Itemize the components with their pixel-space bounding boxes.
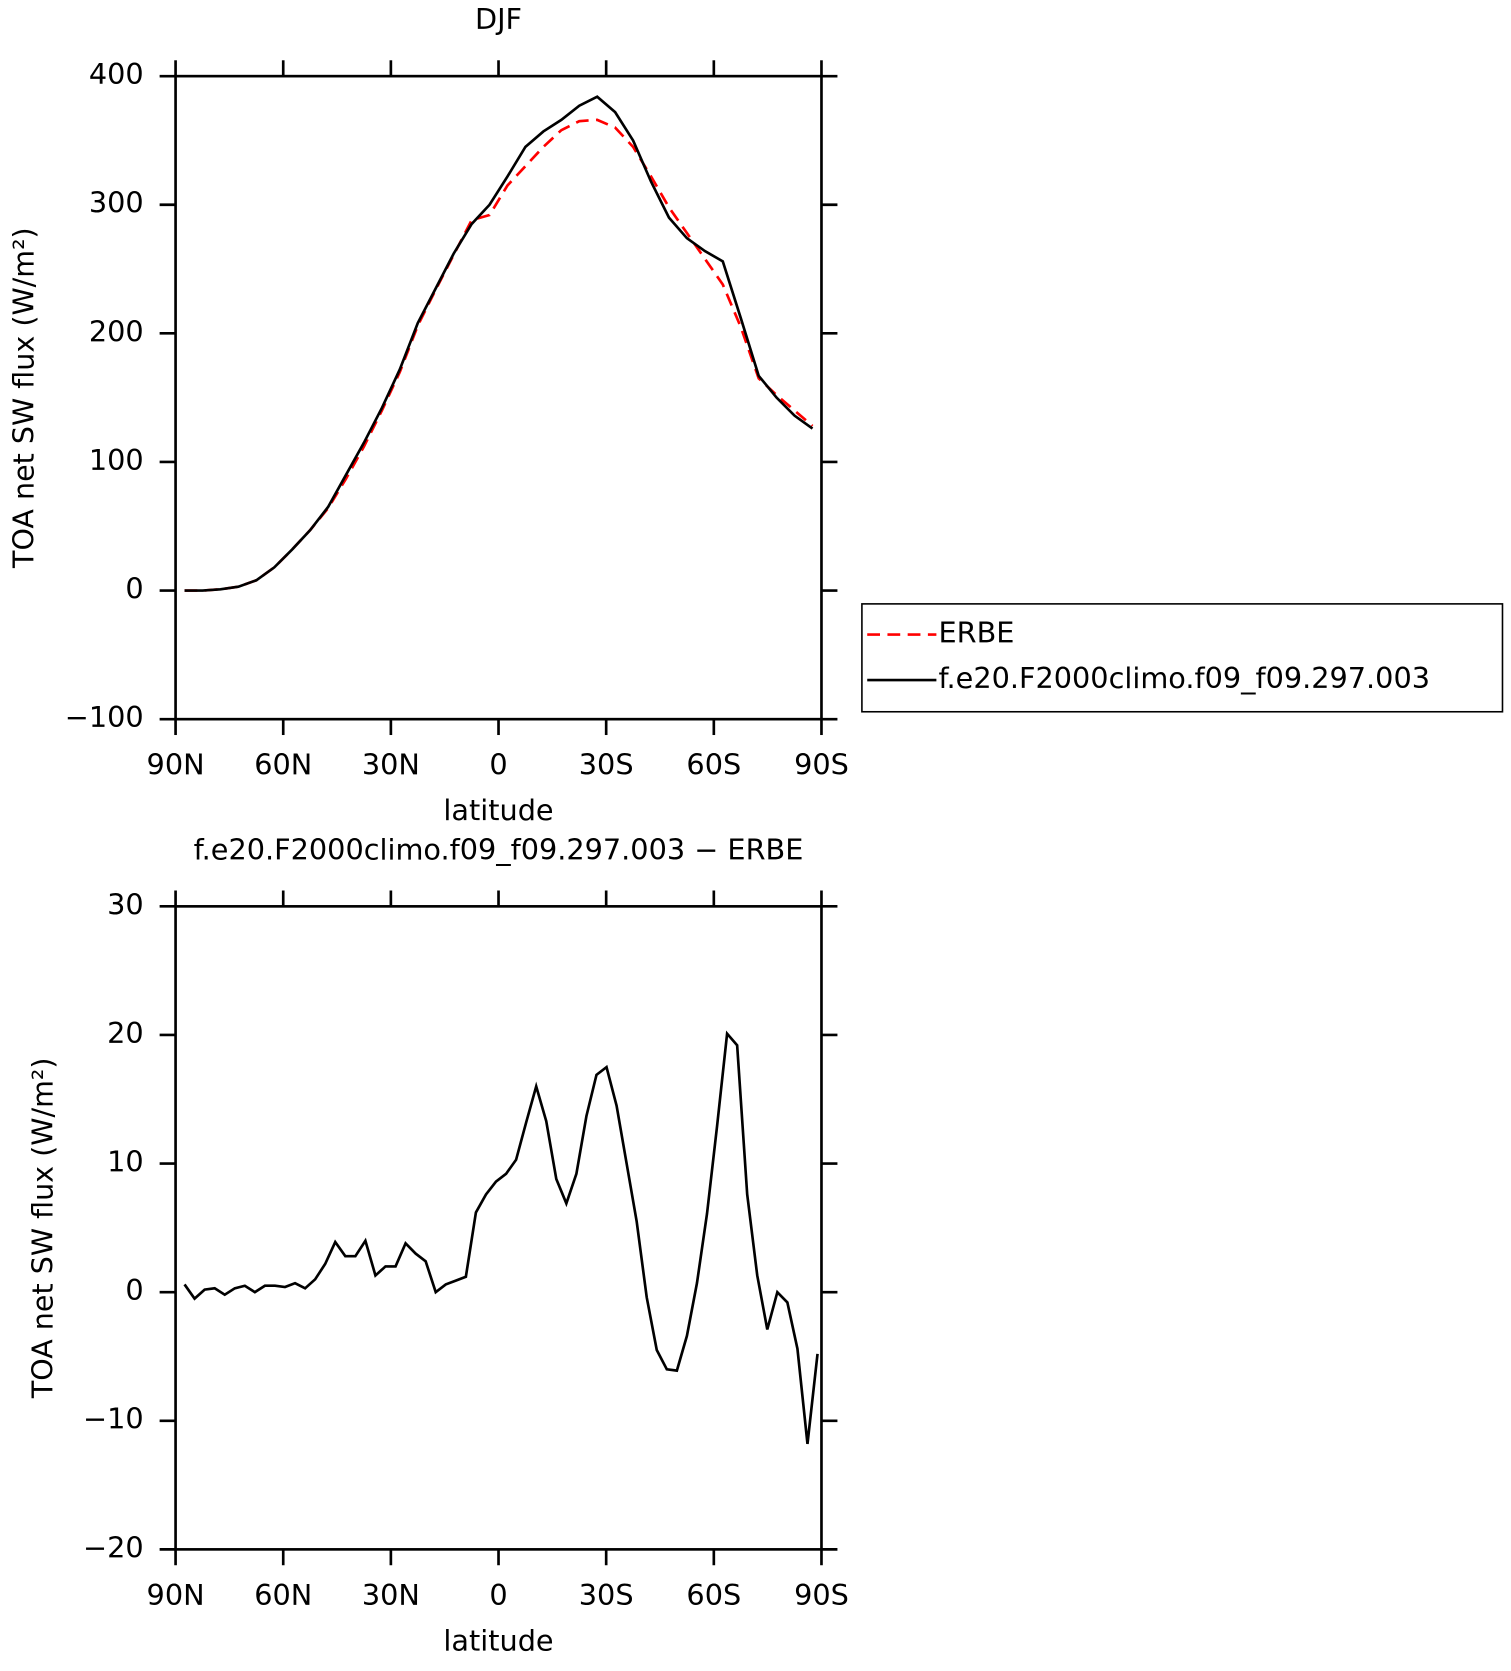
plot-frame (174, 905, 823, 1551)
x-tick-label: 0 (489, 748, 507, 782)
legend-label: ERBE (939, 616, 1015, 650)
x-tick-label: 30S (579, 748, 634, 782)
x-tick-label: 60S (686, 1578, 741, 1612)
x-axis-label: latitude (443, 1624, 553, 1658)
x-tick-label: 60S (686, 748, 741, 782)
plot-frame (174, 74, 823, 721)
x-tick-label: 90S (794, 1578, 849, 1612)
y-axis-label: TOA net SW flux (W/m²) (6, 227, 40, 569)
x-axis-label: latitude (443, 793, 553, 827)
y-tick-label: −100 (65, 700, 144, 734)
y-axis-label: TOA net SW flux (W/m²) (26, 1058, 60, 1400)
y-tick-label: 100 (89, 443, 144, 477)
x-tick-label: 90S (794, 748, 849, 782)
y-tick-label: −10 (83, 1402, 144, 1436)
chart-title: f.e20.F2000climo.f09_f09.297.003 − ERBE (194, 832, 804, 866)
x-tick-label: 60N (254, 748, 312, 782)
data-line (184, 95, 814, 592)
legend-label: f.e20.F2000climo.f09_f09.297.003 (939, 661, 1430, 695)
y-tick-label: 30 (107, 887, 144, 921)
x-tick-label: 30N (362, 1578, 420, 1612)
y-tick-label: 0 (125, 1273, 143, 1307)
y-tick-label: 20 (107, 1016, 144, 1050)
y-tick-label: 300 (89, 186, 144, 220)
y-tick-label: 0 (125, 572, 143, 606)
chart-title: DJF (475, 2, 522, 36)
y-tick-label: 200 (89, 314, 144, 348)
legend-box (861, 603, 1504, 713)
y-tick-label: −20 (83, 1530, 144, 1564)
y-tick-label: 400 (89, 57, 144, 91)
data-line (183, 1030, 819, 1445)
x-tick-label: 0 (489, 1578, 507, 1612)
x-tick-label: 90N (147, 748, 205, 782)
x-tick-label: 30N (362, 748, 420, 782)
y-tick-label: 10 (107, 1145, 144, 1179)
x-tick-label: 60N (254, 1578, 312, 1612)
x-tick-label: 30S (579, 1578, 634, 1612)
data-line (184, 118, 814, 592)
x-tick-label: 90N (147, 1578, 205, 1612)
